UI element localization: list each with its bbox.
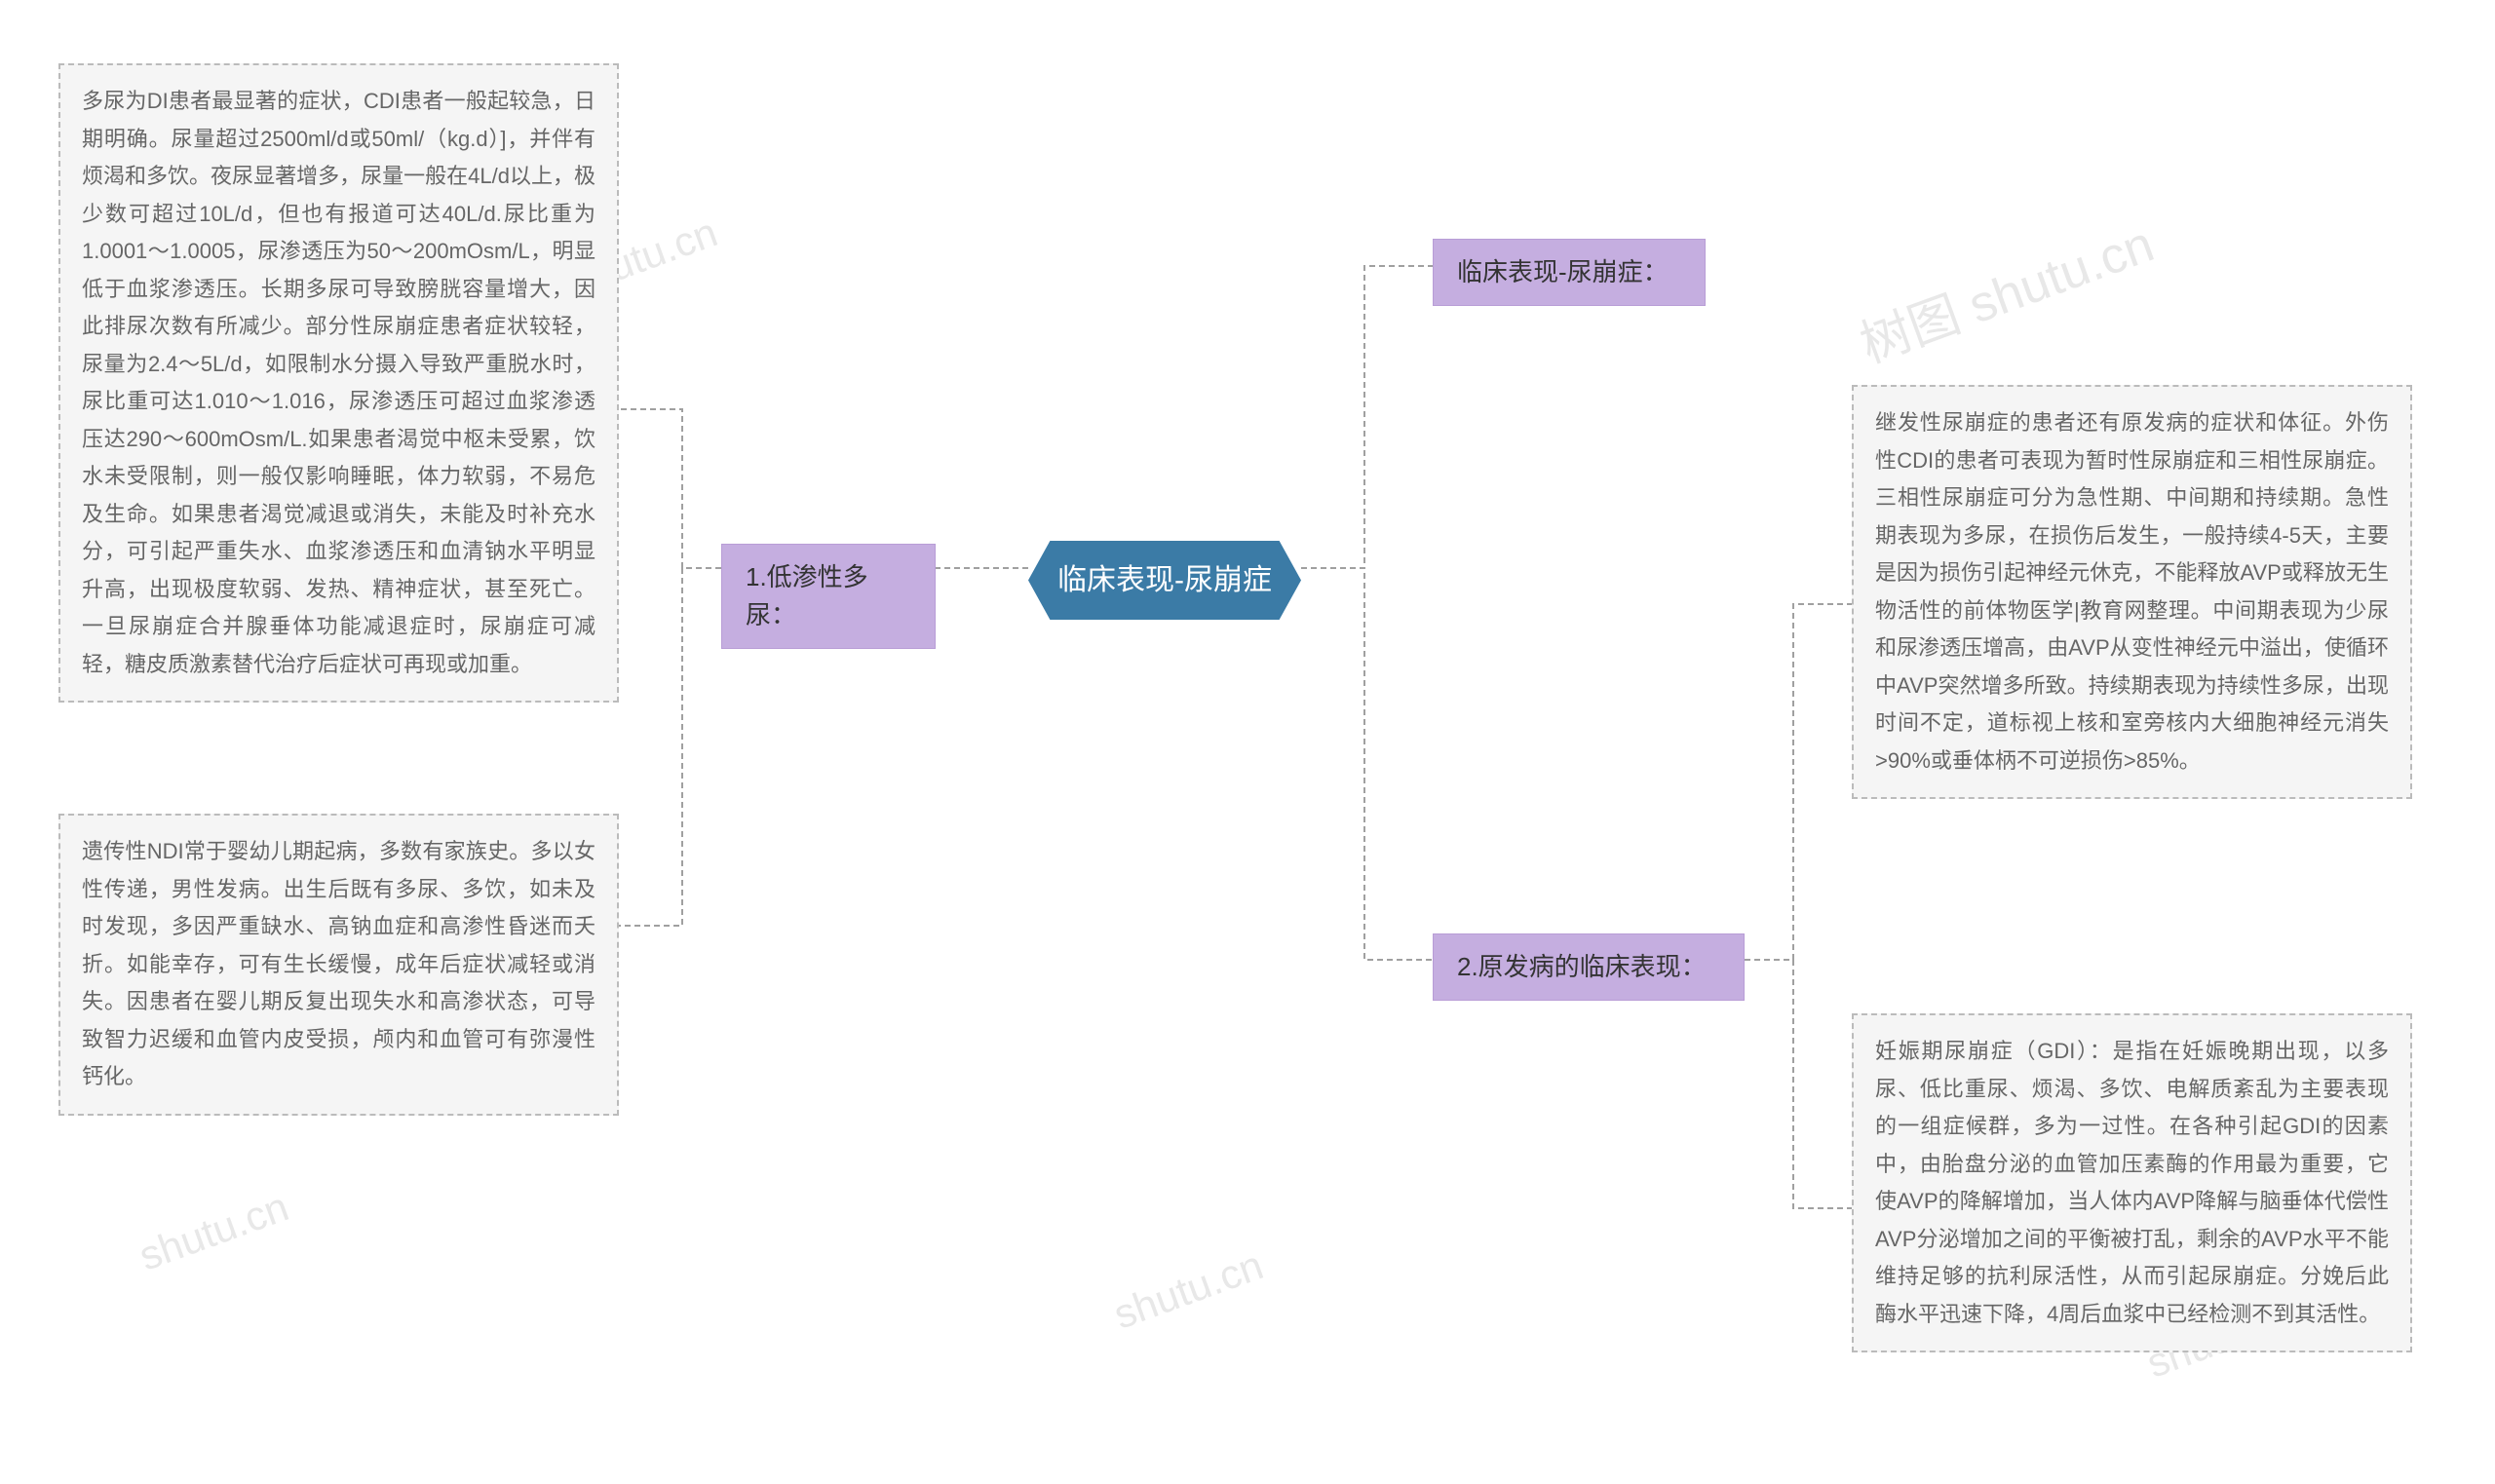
branch-right-top[interactable]: 临床表现-尿崩症：: [1433, 239, 1706, 306]
leaf-left-top: 多尿为DI患者最显著的症状，CDI患者一般起较急，日期明确。尿量超过2500ml…: [58, 63, 619, 703]
branch-left[interactable]: 1.低渗性多尿：: [721, 544, 936, 649]
watermark: shutu.cn: [1108, 1241, 1270, 1338]
central-node[interactable]: 临床表现-尿崩症: [1028, 541, 1301, 620]
branch-right-bottom[interactable]: 2.原发病的临床表现：: [1433, 933, 1745, 1001]
watermark: shutu.cn: [134, 1183, 295, 1279]
leaf-right-mid: 继发性尿崩症的患者还有原发病的症状和体征。外伤性CDI的患者可表现为暂时性尿崩症…: [1852, 385, 2412, 799]
leaf-right-bottom: 妊娠期尿崩症（GDI）：是指在妊娠晚期出现，以多尿、低比重尿、烦渴、多饮、电解质…: [1852, 1013, 2412, 1352]
watermark: 树图 shutu.cn: [1849, 203, 2163, 376]
leaf-left-bottom: 遗传性NDI常于婴幼儿期起病，多数有家族史。多以女性传递，男性发病。出生后既有多…: [58, 814, 619, 1116]
